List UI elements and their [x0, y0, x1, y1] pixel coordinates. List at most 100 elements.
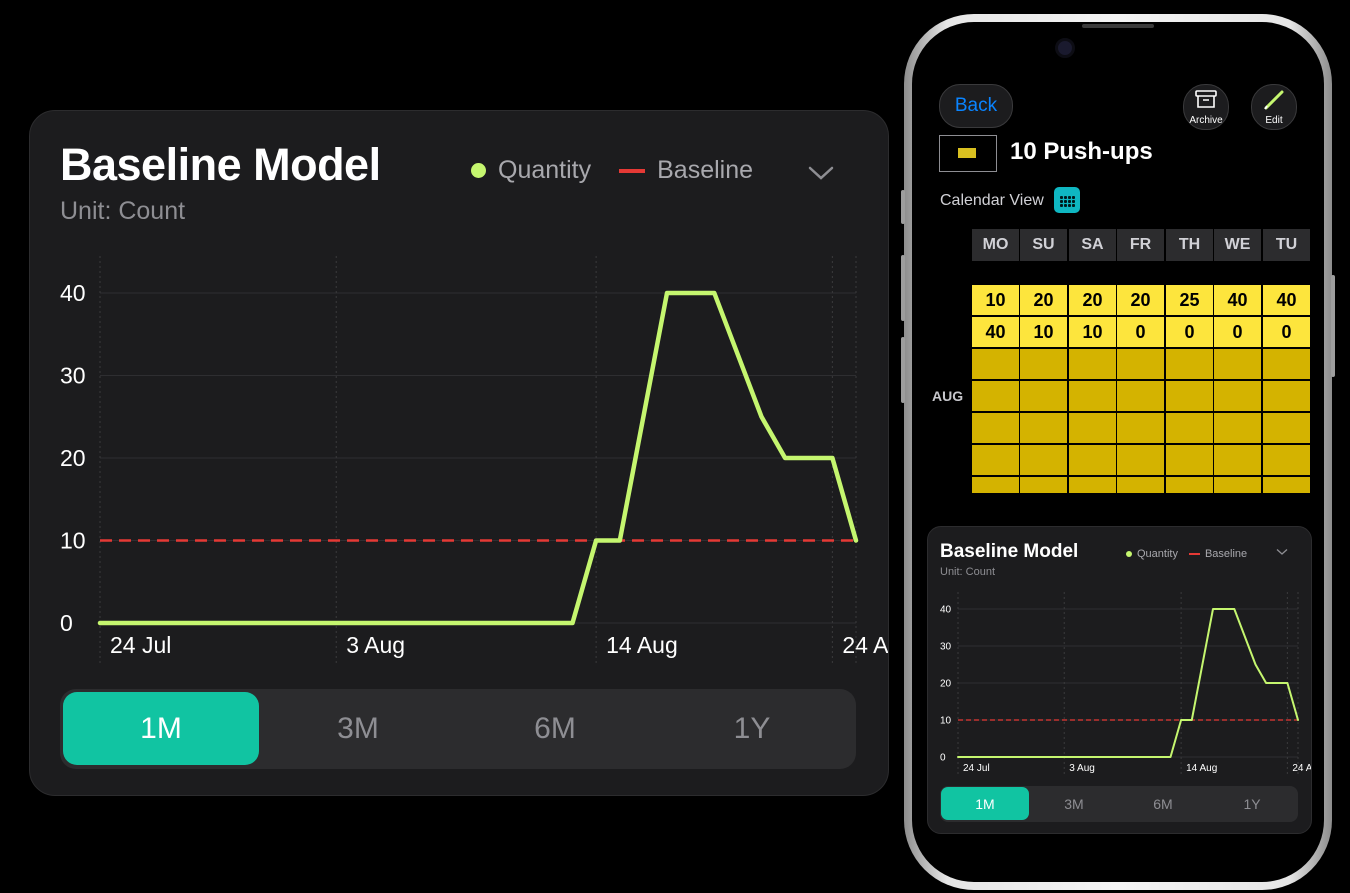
range-6m-button[interactable]: 6M	[534, 711, 576, 745]
calendar-cell[interactable]	[1069, 477, 1116, 493]
edit-label: Edit	[1265, 115, 1283, 126]
calendar-cell[interactable]: 0	[1117, 317, 1164, 347]
legend-quantity: Quantity	[498, 156, 592, 184]
y-tick-label: 10	[940, 716, 952, 727]
range-segmented-control: 1M 3M 6M 1Y	[60, 689, 856, 769]
baseline-model-card-small: Baseline Model Unit: Count Quantity Base…	[927, 526, 1312, 834]
archive-button[interactable]: Archive	[1183, 84, 1229, 130]
calendar-cell[interactable]	[1263, 349, 1310, 379]
calendar-cell[interactable]	[1117, 381, 1164, 411]
chevron-down-icon[interactable]	[1276, 545, 1288, 559]
phone-side-button	[901, 190, 905, 224]
line-chart: 0 10 20 30 40 24 Jul 3 Aug 14 Aug 24 Aug	[940, 592, 1311, 775]
calendar-cell[interactable]	[1117, 413, 1164, 443]
calendar-cell[interactable]	[1263, 381, 1310, 411]
phone-volume-down	[901, 337, 905, 403]
calendar-cell[interactable]	[1020, 349, 1067, 379]
archive-icon	[1195, 90, 1217, 108]
x-tick-label: 3 Aug	[1069, 763, 1095, 774]
back-button[interactable]: Back	[939, 84, 1013, 128]
calendar-cell[interactable]: 0	[1263, 317, 1310, 347]
calendar-cell[interactable]	[1117, 445, 1164, 475]
calendar-cell[interactable]	[1069, 381, 1116, 411]
calendar-cell[interactable]	[1263, 413, 1310, 443]
card-title: Baseline Model	[60, 139, 381, 190]
calendar-cell[interactable]	[972, 445, 1019, 475]
calendar-cell[interactable]	[1214, 445, 1261, 475]
calendar-cell[interactable]: 0	[1166, 317, 1213, 347]
calendar-cell[interactable]: 40	[1214, 285, 1261, 315]
line-chart: 0 10 20 30 40 24 Jul 3 Aug 14 Aug 24 Aug	[60, 256, 888, 663]
calendar-cell[interactable]: 25	[1166, 285, 1213, 315]
quantity-series-line	[97, 290, 859, 626]
day-header-th: TH	[1166, 229, 1213, 261]
calendar-cell[interactable]: 40	[972, 317, 1019, 347]
card-unit: Unit: Count	[940, 566, 996, 578]
y-tick-label: 40	[940, 605, 952, 616]
legend-quantity: Quantity	[1137, 548, 1178, 560]
range-segmented-control: 1M 3M 6M 1Y	[940, 786, 1298, 822]
calendar-cell[interactable]	[1117, 477, 1164, 493]
phone-volume-up	[901, 255, 905, 321]
range-1m-button[interactable]: 1M	[63, 692, 259, 765]
calendar-cell[interactable]	[1020, 445, 1067, 475]
calendar-cell[interactable]: 0	[1214, 317, 1261, 347]
day-header-su: SU	[1020, 229, 1067, 261]
x-tick-label: 24 Aug	[1292, 763, 1311, 774]
calendar-cell[interactable]	[972, 413, 1019, 443]
y-tick-label: 30	[60, 363, 86, 389]
y-tick-label: 0	[940, 753, 946, 764]
calendar-cell[interactable]	[972, 381, 1019, 411]
calendar-icon[interactable]	[1054, 187, 1080, 213]
calendar-cell[interactable]: 10	[972, 285, 1019, 315]
calendar-cell[interactable]	[1020, 381, 1067, 411]
range-1m-button[interactable]: 1M	[941, 787, 1029, 820]
calendar-cell[interactable]: 20	[1069, 285, 1116, 315]
calendar-cell[interactable]	[1117, 349, 1164, 379]
range-1y-button[interactable]: 1Y	[1243, 795, 1261, 812]
calendar-cell[interactable]	[972, 349, 1019, 379]
baseline-legend-dash	[619, 168, 646, 173]
camera	[1055, 38, 1075, 58]
chart-legend: Quantity Baseline	[471, 156, 753, 185]
calendar-cell[interactable]	[1214, 477, 1261, 493]
calendar-cell[interactable]	[1214, 381, 1261, 411]
calendar-cell[interactable]	[1263, 477, 1310, 493]
y-tick-label: 10	[60, 528, 86, 554]
calendar-view-label: Calendar View	[940, 192, 1044, 209]
chevron-down-icon[interactable]	[808, 157, 834, 188]
calendar-cell[interactable]	[972, 477, 1019, 493]
x-tick-label: 14 Aug	[1186, 763, 1217, 774]
pencil-icon	[1264, 90, 1284, 110]
calendar-cell[interactable]: 20	[1020, 285, 1067, 315]
calendar-cell[interactable]	[1166, 381, 1213, 411]
calendar-cell[interactable]: 20	[1117, 285, 1164, 315]
range-3m-button[interactable]: 3M	[337, 711, 379, 745]
calendar-cell[interactable]	[1069, 413, 1116, 443]
x-tick-label: 14 Aug	[606, 632, 678, 658]
day-header-fr: FR	[1117, 229, 1164, 261]
day-header-mo: MO	[972, 229, 1019, 261]
calendar-cell[interactable]	[1166, 413, 1213, 443]
calendar-cell[interactable]	[1166, 477, 1213, 493]
calendar-cell[interactable]	[1214, 413, 1261, 443]
archive-label: Archive	[1189, 115, 1223, 126]
calendar-cell[interactable]	[1263, 445, 1310, 475]
calendar-cell[interactable]: 40	[1263, 285, 1310, 315]
x-tick-label: 3 Aug	[346, 632, 405, 658]
chart-legend: Quantity Baseline	[1126, 548, 1247, 560]
calendar-cell[interactable]	[1020, 413, 1067, 443]
calendar-cell[interactable]	[1069, 445, 1116, 475]
range-3m-button[interactable]: 3M	[1064, 795, 1084, 812]
day-header-we: WE	[1214, 229, 1261, 261]
range-6m-button[interactable]: 6M	[1153, 795, 1173, 812]
calendar-cell[interactable]	[1214, 349, 1261, 379]
calendar-cell[interactable]	[1166, 445, 1213, 475]
calendar-cell[interactable]: 10	[1020, 317, 1067, 347]
calendar-cell[interactable]	[1166, 349, 1213, 379]
calendar-cell[interactable]	[1069, 349, 1116, 379]
calendar-cell[interactable]: 10	[1069, 317, 1116, 347]
range-1y-button[interactable]: 1Y	[733, 711, 771, 745]
edit-button[interactable]: Edit	[1251, 84, 1297, 130]
calendar-cell[interactable]	[1020, 477, 1067, 493]
